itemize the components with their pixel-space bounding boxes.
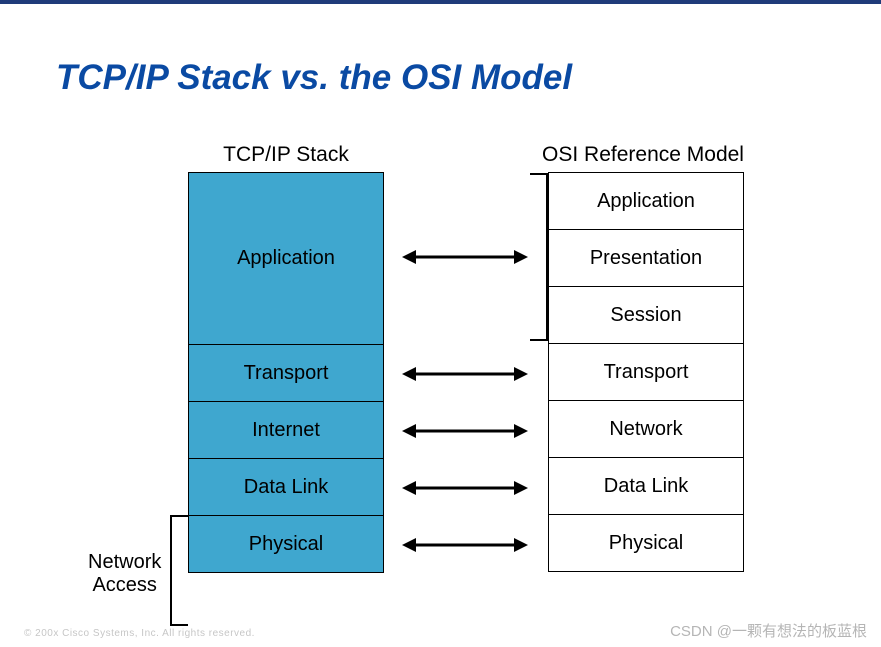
footer-copyright: © 200x Cisco Systems, Inc. All rights re… [24,628,255,639]
tcpip-column-heading: TCP/IP Stack [188,143,384,167]
bracket-network-access [170,515,188,626]
mapping-arrow-datalink [402,476,528,500]
osi-layer-transport: Transport [549,344,743,401]
osi-layer-datalink: Data Link [549,458,743,515]
page-title: TCP/IP Stack vs. the OSI Model [56,58,572,98]
osi-layer-physical: Physical [549,515,743,572]
osi-column-heading: OSI Reference Model [523,143,763,167]
tcpip-stack: Application Transport Internet Data Link… [188,172,384,573]
osi-layer-session: Session [549,287,743,344]
tcpip-layer-physical: Physical [189,516,383,573]
mapping-arrow-internet-network [402,419,528,443]
osi-layer-application: Application [549,173,743,230]
network-access-label-line1: Network [88,551,161,573]
mapping-arrow-transport [402,362,528,386]
top-border-stripe [0,0,881,4]
mapping-arrow-physical [402,533,528,557]
osi-layer-network: Network [549,401,743,458]
bracket-osi-upper-three [530,173,548,341]
osi-layer-presentation: Presentation [549,230,743,287]
watermark-text: CSDN @一颗有想法的板蓝根 [670,620,867,641]
tcpip-layer-transport: Transport [189,345,383,402]
tcpip-layer-datalink: Data Link [189,459,383,516]
osi-stack: Application Presentation Session Transpo… [548,172,744,572]
network-access-label: Network Access [88,551,161,597]
mapping-arrow-application [402,245,528,269]
network-access-label-line2: Access [92,574,156,596]
tcpip-layer-application: Application [189,173,383,345]
tcpip-layer-internet: Internet [189,402,383,459]
